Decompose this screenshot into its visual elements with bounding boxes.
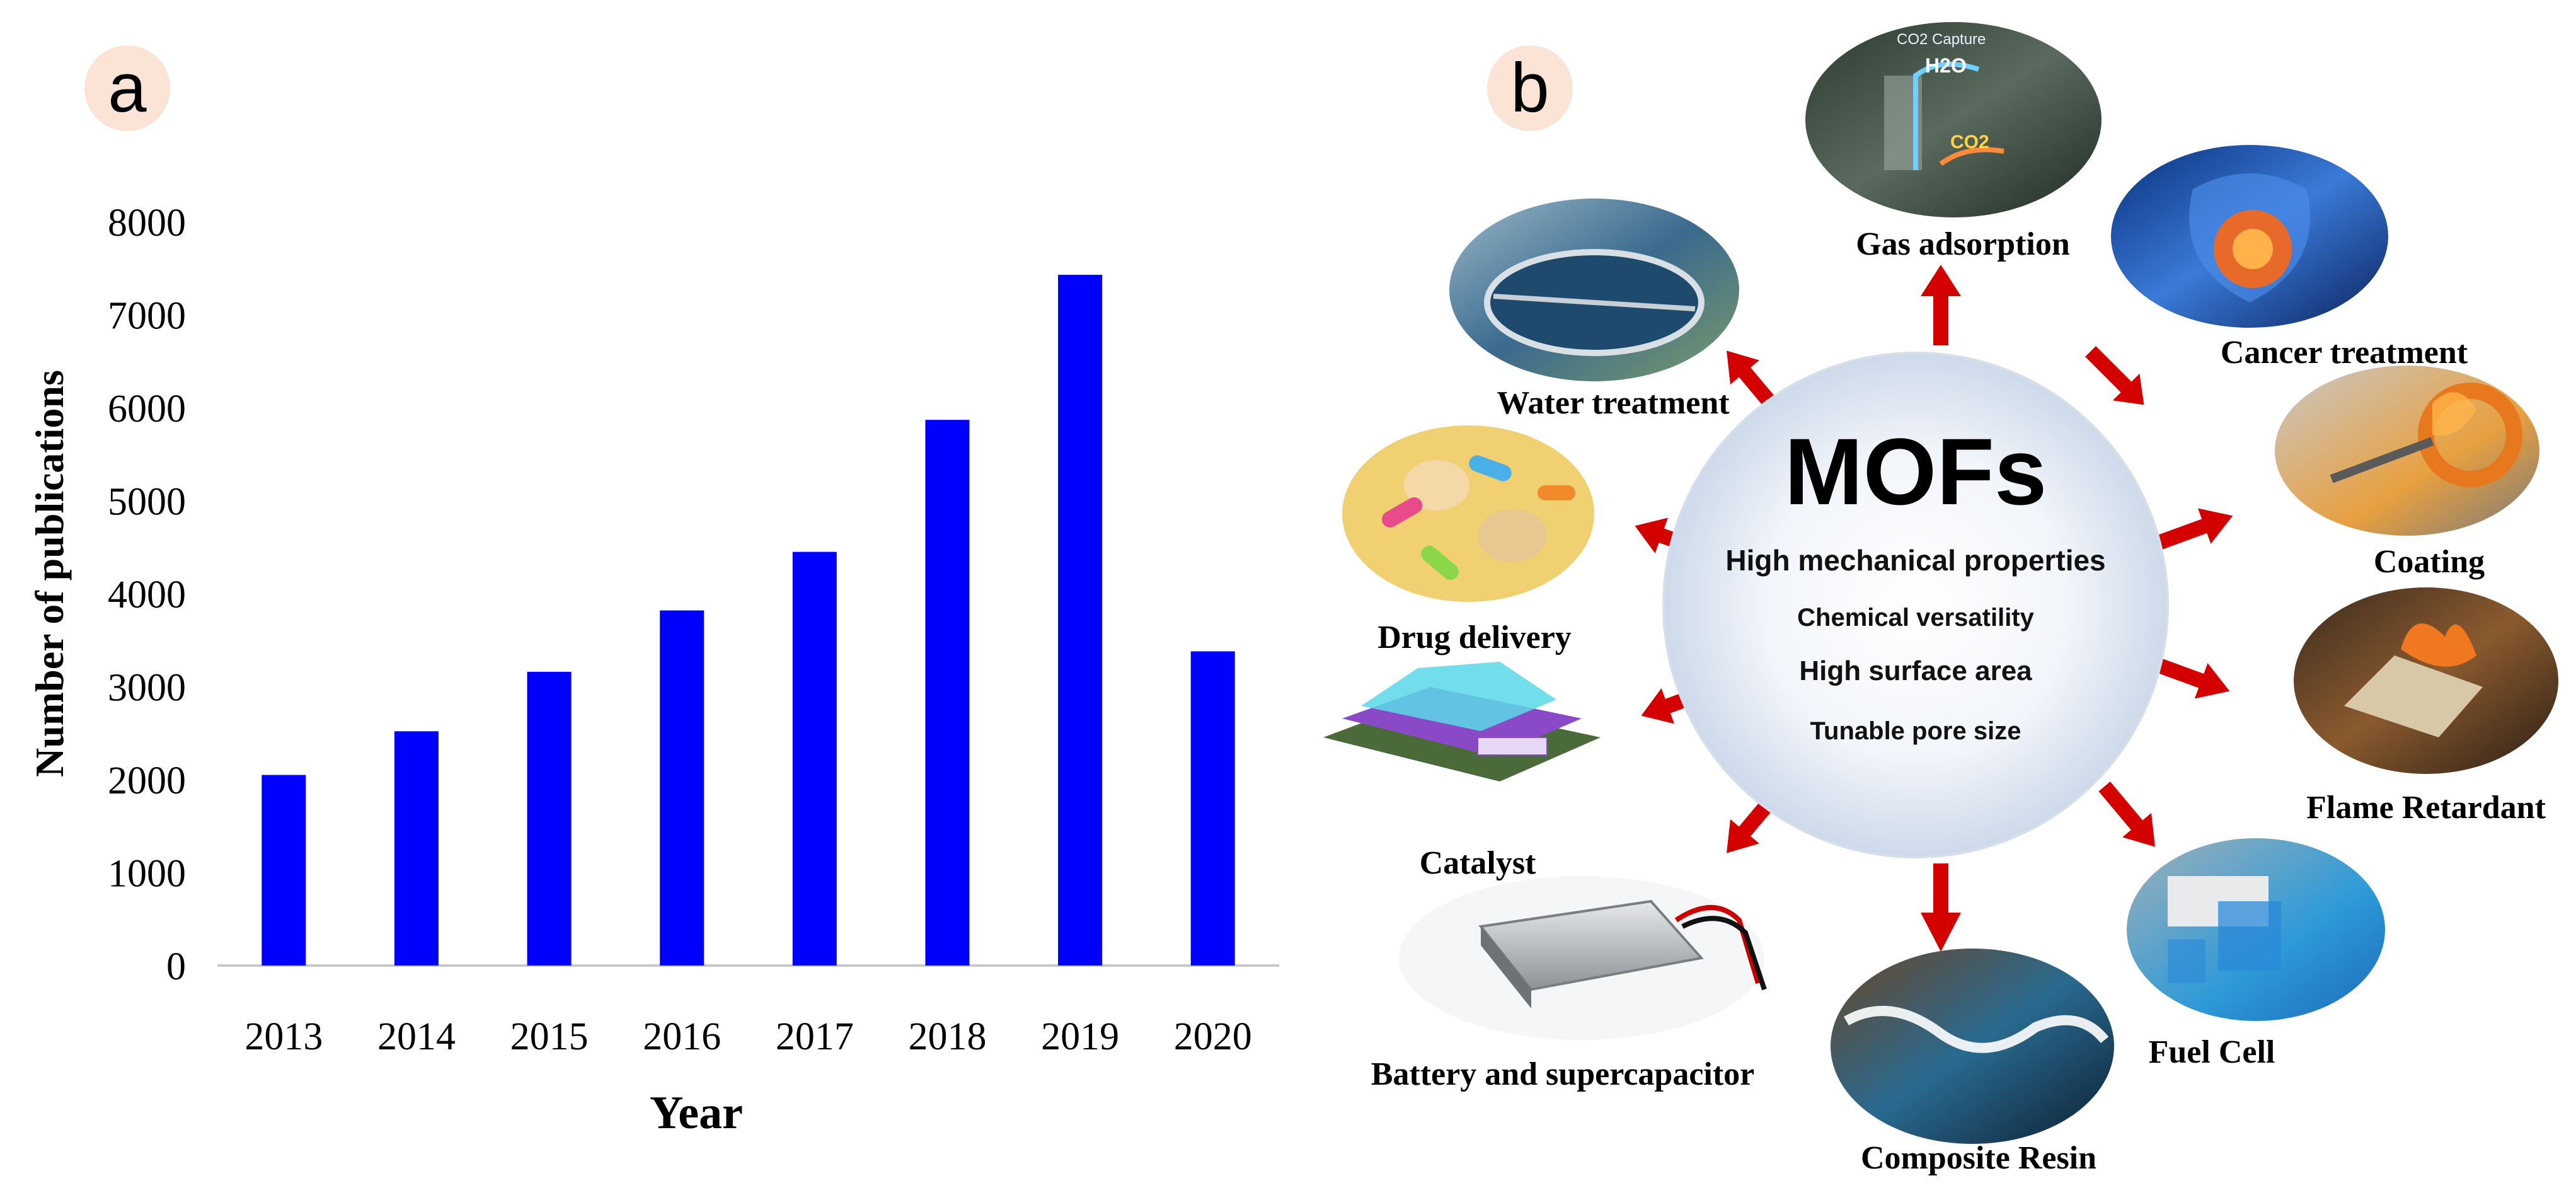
drug-delivery-photo [1342, 425, 1594, 602]
panel-label-b: b [1487, 45, 1573, 131]
y-tick-label: 7000 [108, 295, 186, 338]
arrow-fuel-cell [2098, 782, 2155, 847]
label-composite-resin: Composite Resin [1860, 1140, 2097, 1176]
bar-2019 [1058, 275, 1103, 966]
arrow-cancer-treatment [2085, 346, 2144, 405]
mofs-hub-circle [1662, 352, 2169, 858]
arrow-coating [2154, 508, 2233, 551]
label-cancer-treatment: Cancer treatment [2220, 335, 2468, 371]
x-tick-label: 2013 [244, 1015, 323, 1058]
y-tick-label: 5000 [108, 481, 186, 524]
label-water-treatment: Water treatment [1497, 385, 1730, 421]
publications-bar-chart: 0 1000 2000 3000 4000 5000 6000 7000 8000 2013 20… [27, 202, 1279, 1139]
flame-retardant-photo [2294, 587, 2558, 774]
y-tick-label: 1000 [108, 853, 186, 896]
gas-photo-co2: CO2 [1950, 132, 1989, 153]
composite-resin-photo [1831, 949, 2114, 1144]
gas-photo-h2o: H2O [1925, 54, 1967, 77]
property-chemical-versatility: Chemical versatility [1797, 604, 2034, 632]
arrow-composite-resin [1921, 863, 1961, 952]
property-mechanical: High mechanical properties [1725, 544, 2106, 577]
label-flame-retardant: Flame Retardant [2306, 790, 2546, 826]
y-tick-label: 0 [166, 945, 186, 988]
property-pore-size: Tunable pore size [1810, 717, 2021, 745]
x-tick-label: 2019 [1041, 1015, 1119, 1058]
panel-label-a: a [84, 45, 170, 131]
gas-photo-caption: CO2 Capture [1897, 31, 1986, 48]
arrow-gas-adsorption [1921, 265, 1961, 345]
label-coating: Coating [2373, 544, 2485, 580]
label-gas-adsorption: Gas adsorption [1856, 226, 2070, 262]
y-tick-label: 6000 [108, 388, 186, 430]
label-battery-supercapacitor: Battery and supercapacitor [1371, 1056, 1755, 1092]
fuel-cell-photo [2127, 838, 2385, 1021]
bar-2020 [1190, 651, 1235, 966]
water-treatment-photo [1449, 199, 1739, 381]
bar-2013 [262, 775, 306, 966]
coating-photo [2275, 366, 2539, 536]
bar-2017 [792, 551, 837, 966]
x-tick-label: 2017 [776, 1015, 854, 1058]
y-tick-label: 2000 [108, 759, 186, 802]
x-tick-label: 2018 [908, 1015, 986, 1058]
gas-adsorption-photo: CO2 Capture H2O CO2 [1805, 22, 2102, 217]
y-axis-title: Number of publications [27, 370, 72, 777]
arrow-flame-retardant [2151, 656, 2230, 699]
x-tick-label: 2016 [643, 1015, 721, 1058]
x-tick-label: 2020 [1174, 1015, 1252, 1058]
y-tick-label: 3000 [108, 667, 186, 710]
mofs-title: MOFs [1785, 418, 2047, 524]
bar-2014 [394, 731, 439, 966]
label-drug-delivery: Drug delivery [1377, 620, 1572, 655]
bar-2018 [925, 420, 970, 966]
bar-2015 [527, 671, 572, 966]
label-catalyst: Catalyst [1419, 845, 1536, 881]
x-axis-title: Year [650, 1087, 743, 1139]
y-tick-label: 8000 [108, 202, 186, 245]
cancer-treatment-photo [2111, 145, 2388, 328]
label-fuel-cell: Fuel Cell [2148, 1034, 2275, 1070]
battery-photo [1399, 876, 1767, 1040]
x-tick-label: 2015 [510, 1015, 589, 1058]
x-tick-label: 2014 [377, 1015, 456, 1058]
bar-2016 [660, 610, 704, 966]
catalyst-photo [1323, 662, 1626, 813]
y-tick-label: 4000 [108, 574, 186, 616]
property-surface-area: High surface area [1799, 655, 2032, 686]
